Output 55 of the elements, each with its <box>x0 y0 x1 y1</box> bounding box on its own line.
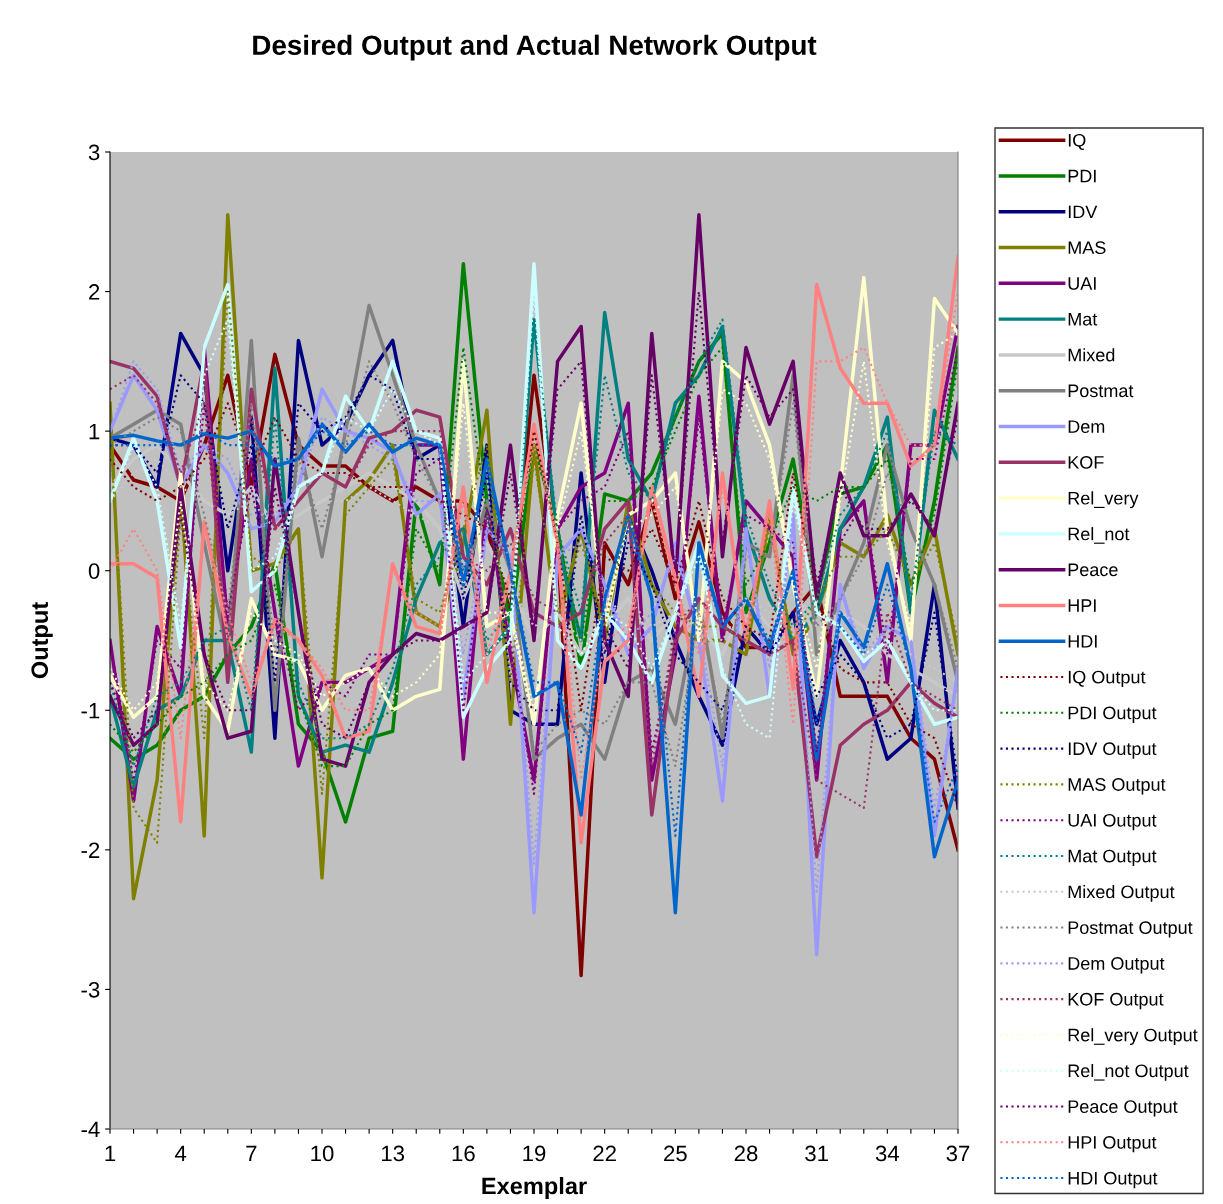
legend-label: IDV Output <box>1068 742 1157 759</box>
legend-label: Peace <box>1068 563 1118 577</box>
legend-label: Rel_not Output <box>1068 1063 1189 1081</box>
legend-label: HDI <box>1068 635 1097 648</box>
x-tick-label: 19 <box>523 1145 546 1162</box>
legend-label: Postmat <box>1068 384 1134 398</box>
legend-label: Mat Output <box>1068 849 1157 867</box>
line-series <box>110 422 958 915</box>
legend-label: Peace Output <box>1068 1100 1178 1117</box>
legend-label: Rel_very Output <box>1068 1028 1198 1045</box>
x-tick-label: 22 <box>593 1145 616 1162</box>
x-tick-label: 28 <box>734 1145 758 1162</box>
x-tick-label: 10 <box>311 1145 334 1162</box>
legend-label: Mixed Output <box>1068 885 1175 902</box>
legend-label: IDV <box>1068 205 1098 219</box>
y-tick-label: -4 <box>81 1121 100 1138</box>
legend-label: HPI <box>1068 599 1096 612</box>
y-tick-label: -3 <box>81 981 100 998</box>
x-tick-label: 34 <box>875 1145 900 1162</box>
x-tick-label: 37 <box>946 1145 970 1162</box>
y-axis-title: Output <box>31 602 53 679</box>
x-tick-label: 25 <box>664 1145 687 1162</box>
x-tick-label: 7 <box>246 1145 257 1162</box>
legend-label: KOF Output <box>1068 992 1164 1010</box>
legend-label: UAI Output <box>1068 813 1157 831</box>
y-tick-label: 3 <box>88 144 100 161</box>
x-tick-label: 4 <box>175 1145 187 1162</box>
legend-label: Rel_very <box>1068 491 1139 509</box>
legend-label: HDI Output <box>1068 1171 1158 1189</box>
y-tick-label: 2 <box>89 284 100 300</box>
x-tick-label: 1 <box>105 1145 116 1162</box>
legend-label: MAS Output <box>1068 778 1166 795</box>
y-tick-label: 0 <box>88 563 100 579</box>
y-tick-label: -2 <box>81 842 100 858</box>
legend-label: MAS <box>1068 241 1106 255</box>
legend-label: Dem Output <box>1068 957 1165 974</box>
x-tick-label: 31 <box>805 1145 828 1162</box>
legend-label: HPI Output <box>1068 1136 1157 1153</box>
x-axis-title: Exemplar <box>482 1176 587 1200</box>
y-tick-label: 1 <box>89 423 100 440</box>
legend-label: IQ <box>1068 133 1086 150</box>
legend-label: Mixed <box>1068 348 1115 362</box>
x-tick-label: 13 <box>382 1145 405 1162</box>
legend-label: KOF <box>1068 456 1104 469</box>
legend-label: Dem <box>1068 420 1105 433</box>
legend-label: UAI <box>1068 277 1096 290</box>
x-tick-label: 16 <box>452 1145 475 1162</box>
legend-label: Rel_not <box>1068 527 1130 544</box>
legend-label: PDI Output <box>1068 706 1157 723</box>
legend-label: PDI <box>1068 169 1096 183</box>
legend-label: Mat <box>1068 313 1098 326</box>
y-tick-label: -1 <box>81 703 100 719</box>
chart-title: Desired Output and Actual Network Output <box>253 34 817 61</box>
legend-label: Postmat Output <box>1068 921 1193 938</box>
legend-label: IQ Output <box>1068 670 1146 688</box>
